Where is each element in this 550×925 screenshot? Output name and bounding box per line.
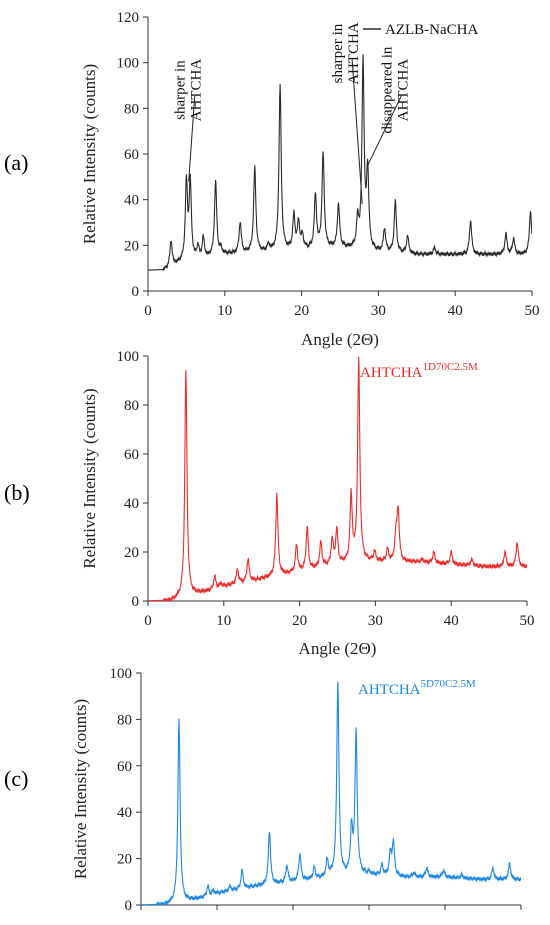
annotation-text: disappeared inAHTCHA <box>379 46 411 134</box>
annotation-text: sharper inAHTCHA <box>173 59 205 122</box>
annotation-text: sharper inAHTCHA <box>330 22 362 85</box>
xrd-trace <box>141 681 521 905</box>
annotation: sharper inAHTCHA <box>330 22 363 205</box>
x-tick-label: 0 <box>144 303 152 319</box>
y-tick-label: 100 <box>117 56 140 72</box>
annotation: disappeared inAHTCHA <box>367 46 411 166</box>
y-tick-label: 120 <box>117 10 140 26</box>
y-tick-label: 0 <box>125 898 133 914</box>
legend-label: AZLB-NaCHA <box>385 22 478 38</box>
panel-label: (a) <box>4 150 28 175</box>
annotation: sharper inAHTCHA <box>173 59 205 182</box>
annotation-pointer <box>367 95 402 166</box>
y-tick-label: 40 <box>117 805 132 821</box>
y-tick-label: 80 <box>124 101 139 117</box>
y-axis-title: Relative Intensity (counts) <box>80 388 99 568</box>
annotation-pointer <box>188 96 196 182</box>
y-tick-label: 100 <box>110 666 133 682</box>
y-tick-label: 20 <box>124 238 139 254</box>
panel-2: 0 20 40 60 80 100 0 10 20 30 40 50 Angle (2Θ) Relativ… <box>4 349 535 658</box>
x-tick-label: 40 <box>444 613 459 629</box>
x-tick-label: 30 <box>368 613 383 629</box>
y-tick-label: 20 <box>124 545 139 561</box>
x-tick-label: 0 <box>144 613 152 629</box>
y-tick-label: 80 <box>117 712 132 728</box>
y-tick-label: 40 <box>124 193 139 209</box>
x-tick-label: 50 <box>520 613 535 629</box>
y-tick-label: 20 <box>117 852 132 868</box>
legend-label: AHTCHA5D70C2.5M <box>358 678 476 698</box>
x-axis-title: Angle (2Θ) <box>301 330 379 349</box>
legend-label: AHTCHA1D70C2.5M <box>360 361 478 381</box>
x-tick-label: 10 <box>216 613 231 629</box>
y-tick-label: 100 <box>117 349 140 365</box>
x-tick-label: 50 <box>525 303 540 319</box>
y-tick-label: 40 <box>124 496 139 512</box>
y-tick-label: 0 <box>132 594 140 610</box>
legend-superscript: 1D70C2.5M <box>423 361 479 373</box>
y-tick-label: 60 <box>124 447 139 463</box>
y-axis-title: Relative Intensity (counts) <box>71 699 90 879</box>
legend-superscript: 5D70C2.5M <box>421 678 477 690</box>
xrd-trace <box>148 54 532 271</box>
panel-label: (b) <box>4 480 30 505</box>
x-tick-label: 30 <box>371 303 386 319</box>
annotation-pointer <box>351 59 363 205</box>
x-axis-title: Angle (2Θ) <box>299 639 377 658</box>
y-axis-title: Relative Intensity (counts) <box>80 64 99 244</box>
y-tick-label: 80 <box>124 398 139 414</box>
xrd-trace <box>148 356 527 601</box>
x-tick-label: 40 <box>448 303 463 319</box>
panel-3: 0 20 40 60 80 100 Relative Intensity (counts) (… <box>4 666 522 914</box>
x-tick-label: 20 <box>294 303 309 319</box>
y-tick-label: 0 <box>132 284 140 300</box>
x-tick-label: 10 <box>217 303 232 319</box>
y-tick-label: 60 <box>124 147 139 163</box>
x-tick-label: 20 <box>292 613 307 629</box>
panel-label: (c) <box>4 766 28 791</box>
panel-1: 0 20 40 60 80 100 120 0 10 20 30 40 50 Angle (2Θ) Rela… <box>4 10 540 349</box>
y-tick-label: 60 <box>117 759 132 775</box>
